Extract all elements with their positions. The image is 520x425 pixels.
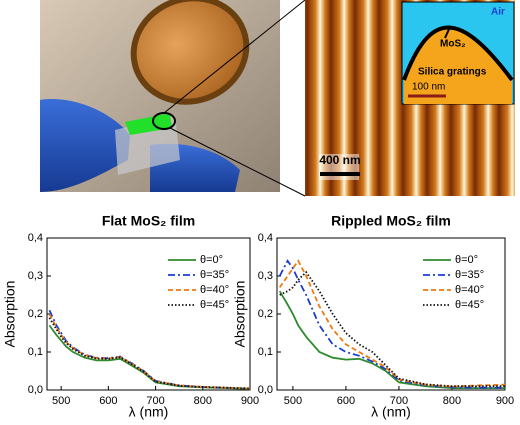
x-tick-label: 900: [241, 395, 259, 407]
y-tick-label: 0,1: [258, 346, 273, 358]
legend-label: θ=35°: [455, 269, 484, 281]
series-line: [48, 313, 251, 390]
x-tick-label: 900: [496, 395, 514, 407]
y-tick-label: 0,3: [258, 270, 273, 282]
zoom-line: [163, 0, 306, 114]
series-line: [48, 309, 251, 390]
photo: [40, 0, 280, 192]
legend-label: θ=45°: [455, 299, 484, 311]
x-tick-label: 500: [284, 395, 302, 407]
y-tick-label: 0,0: [258, 384, 273, 396]
legend-label: θ=40°: [200, 284, 229, 296]
series-line: [48, 324, 251, 390]
x-tick-label: 600: [337, 395, 355, 407]
x-tick-label: 800: [443, 395, 461, 407]
legend-label: θ=0°: [455, 254, 478, 266]
legend-label: θ=35°: [200, 269, 229, 281]
inset-scale-label: 100 nm: [412, 82, 445, 93]
legend-label: θ=40°: [455, 284, 484, 296]
series-line: [278, 259, 506, 388]
inset-mos2: MoS₂: [440, 39, 466, 50]
y-tick-label: 0,0: [28, 384, 43, 396]
y-axis-label: Absorption: [2, 281, 18, 348]
y-tick-label: 0,2: [258, 308, 273, 320]
x-axis-label: λ (nm): [129, 404, 169, 420]
legend-label: θ=45°: [200, 299, 229, 311]
inset-air: Air: [491, 7, 505, 18]
scale-bar-label: 400 nm: [319, 153, 360, 167]
y-tick-label: 0,1: [28, 346, 43, 358]
y-tick-label: 0,3: [28, 270, 43, 282]
legend-label: θ=0°: [200, 254, 223, 266]
x-tick-label: 500: [52, 395, 70, 407]
y-tick-label: 0,2: [28, 308, 43, 320]
zoom-line: [169, 127, 306, 197]
y-axis-label: Absorption: [232, 281, 248, 348]
afm-image: 400 nm Air MoS₂ Silica gratings 100 nm: [305, 0, 515, 196]
y-tick-label: 0,4: [258, 232, 273, 244]
x-tick-label: 800: [194, 395, 212, 407]
chart-title: Flat MoS₂ film: [102, 213, 195, 229]
inset-arrow: [444, 26, 451, 39]
chart-title: Rippled MoS₂ film: [331, 213, 451, 229]
x-tick-label: 700: [146, 395, 164, 407]
x-tick-label: 600: [99, 395, 117, 407]
y-tick-label: 0,4: [28, 232, 43, 244]
x-axis-label: λ (nm): [371, 404, 411, 420]
inset: Air MoS₂ Silica gratings 100 nm: [401, 1, 515, 105]
charts: Flat MoS₂ film λ (nm) Absorption 0,0 0,1 0,2 0…: [2, 213, 514, 420]
x-tick-label: 700: [390, 395, 408, 407]
inset-substrate: Silica gratings: [418, 67, 487, 78]
